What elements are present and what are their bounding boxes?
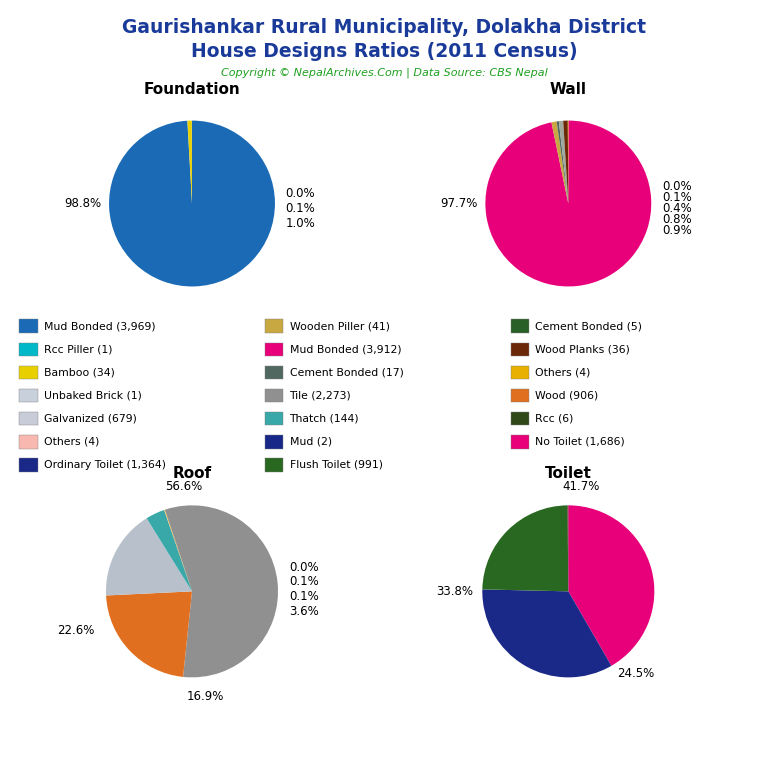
Text: Rcc Piller (1): Rcc Piller (1) (44, 344, 112, 355)
Text: Galvanized (679): Galvanized (679) (44, 413, 137, 424)
Wedge shape (559, 121, 568, 204)
Text: 0.9%: 0.9% (662, 223, 692, 237)
Text: Copyright © NepalArchives.Com | Data Source: CBS Nepal: Copyright © NepalArchives.Com | Data Sou… (220, 68, 548, 78)
Wedge shape (164, 510, 192, 591)
Text: 24.5%: 24.5% (617, 667, 654, 680)
Text: Cement Bonded (5): Cement Bonded (5) (535, 321, 642, 332)
Wedge shape (187, 121, 192, 204)
Text: 0.1%: 0.1% (290, 575, 319, 588)
Text: 0.0%: 0.0% (286, 187, 316, 200)
Text: Rcc (6): Rcc (6) (535, 413, 574, 424)
Text: 56.6%: 56.6% (165, 480, 202, 493)
Title: Roof: Roof (173, 466, 211, 482)
Text: Thatch (144): Thatch (144) (290, 413, 359, 424)
Text: Others (4): Others (4) (44, 436, 99, 447)
Text: 33.8%: 33.8% (436, 585, 473, 598)
Text: Cement Bonded (17): Cement Bonded (17) (290, 367, 403, 378)
Text: 0.8%: 0.8% (662, 213, 692, 226)
Text: House Designs Ratios (2011 Census): House Designs Ratios (2011 Census) (190, 42, 578, 61)
Text: Ordinary Toilet (1,364): Ordinary Toilet (1,364) (44, 459, 166, 470)
Text: Tile (2,273): Tile (2,273) (290, 390, 351, 401)
Text: Gaurishankar Rural Municipality, Dolakha District: Gaurishankar Rural Municipality, Dolakha… (122, 18, 646, 37)
Text: Wooden Piller (41): Wooden Piller (41) (290, 321, 389, 332)
Text: Unbaked Brick (1): Unbaked Brick (1) (44, 390, 141, 401)
Title: Toilet: Toilet (545, 466, 592, 482)
Text: Others (4): Others (4) (535, 367, 591, 378)
Wedge shape (187, 121, 192, 204)
Title: Foundation: Foundation (144, 82, 240, 98)
Wedge shape (557, 121, 568, 204)
Text: 0.1%: 0.1% (286, 202, 316, 215)
Wedge shape (165, 505, 278, 677)
Text: 0.1%: 0.1% (662, 191, 692, 204)
Text: Flush Toilet (991): Flush Toilet (991) (290, 459, 382, 470)
Wedge shape (106, 518, 192, 595)
Text: 16.9%: 16.9% (186, 690, 223, 703)
Wedge shape (551, 121, 568, 204)
Wedge shape (109, 121, 275, 286)
Wedge shape (482, 589, 611, 677)
Text: 0.1%: 0.1% (290, 590, 319, 603)
Text: 1.0%: 1.0% (286, 217, 316, 230)
Text: Wood Planks (36): Wood Planks (36) (535, 344, 631, 355)
Text: Bamboo (34): Bamboo (34) (44, 367, 114, 378)
Title: Wall: Wall (550, 82, 587, 98)
Wedge shape (568, 505, 654, 666)
Text: Mud Bonded (3,969): Mud Bonded (3,969) (44, 321, 155, 332)
Wedge shape (164, 510, 192, 591)
Text: 41.7%: 41.7% (562, 480, 600, 493)
Wedge shape (147, 510, 192, 591)
Text: Mud Bonded (3,912): Mud Bonded (3,912) (290, 344, 401, 355)
Text: Mud (2): Mud (2) (290, 436, 332, 447)
Text: 98.8%: 98.8% (64, 197, 101, 210)
Wedge shape (106, 591, 192, 677)
Wedge shape (482, 505, 568, 591)
Text: 0.4%: 0.4% (662, 202, 692, 215)
Text: 3.6%: 3.6% (290, 604, 319, 617)
Wedge shape (485, 121, 651, 286)
Text: Wood (906): Wood (906) (535, 390, 598, 401)
Text: No Toilet (1,686): No Toilet (1,686) (535, 436, 625, 447)
Text: 0.0%: 0.0% (290, 561, 319, 574)
Text: 22.6%: 22.6% (57, 624, 94, 637)
Text: 97.7%: 97.7% (440, 197, 478, 210)
Text: 0.0%: 0.0% (662, 180, 692, 194)
Wedge shape (563, 121, 568, 204)
Wedge shape (165, 509, 192, 591)
